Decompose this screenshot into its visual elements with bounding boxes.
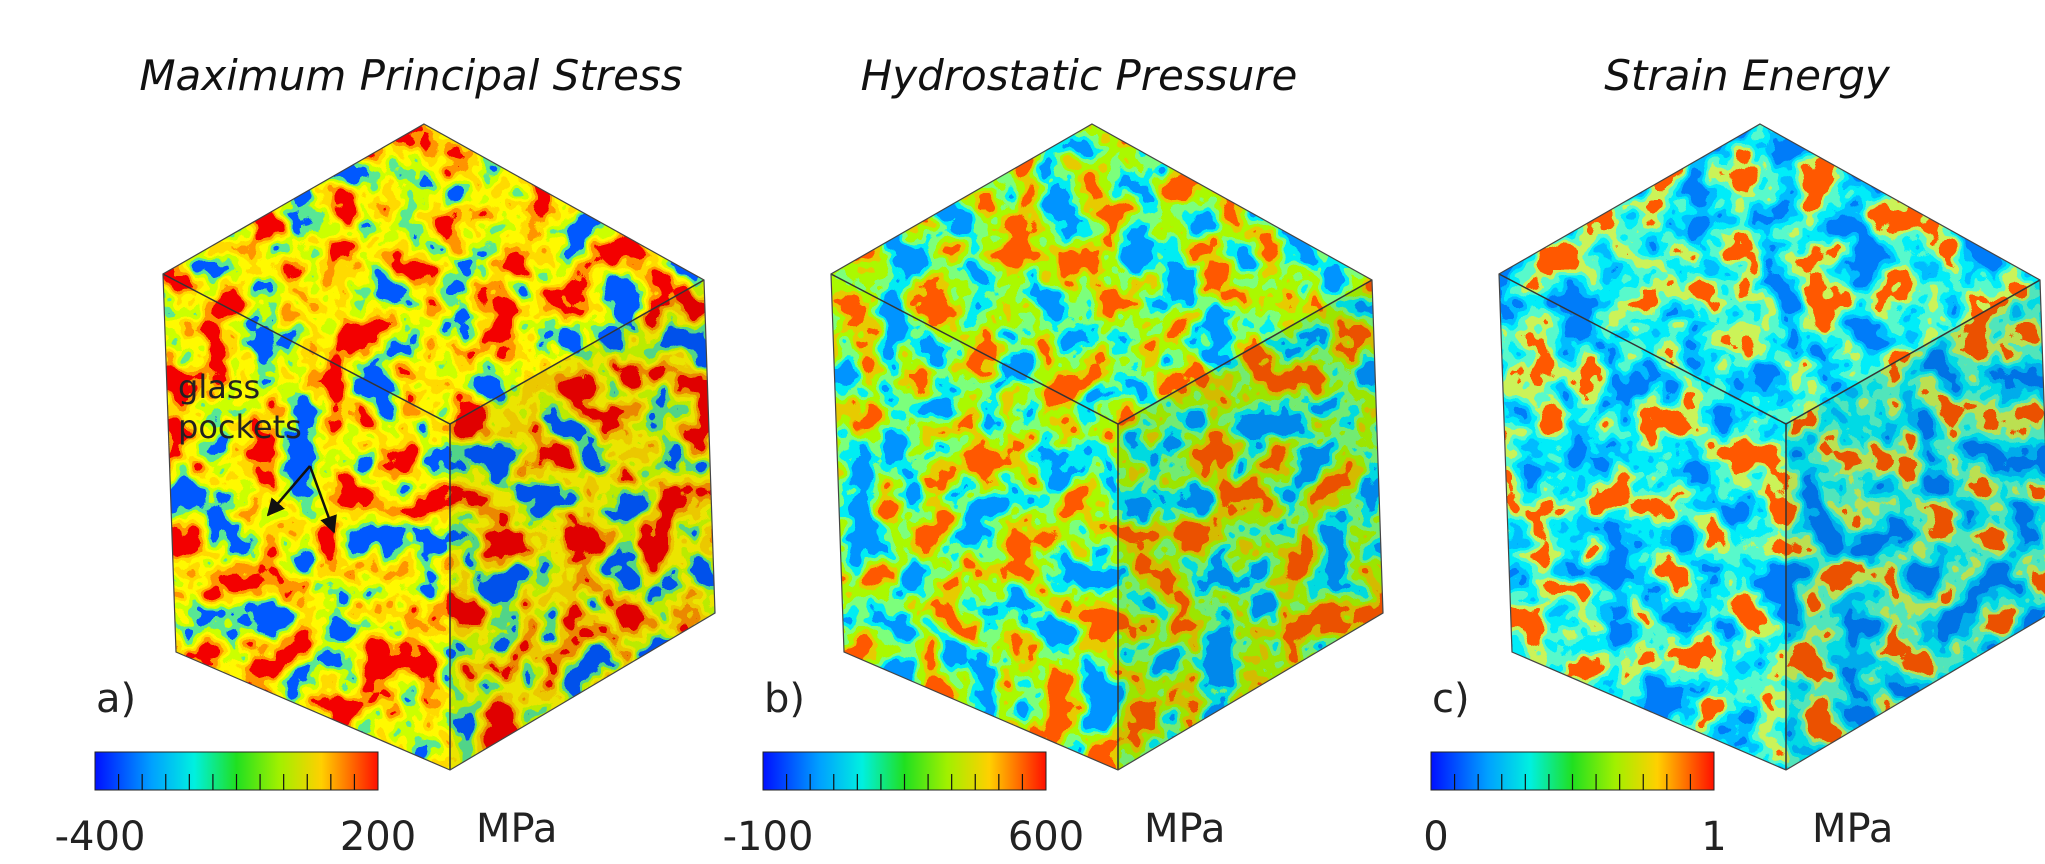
panel-label: c) (1432, 676, 1470, 722)
colorbar-unit: MPa (1144, 806, 1225, 852)
colorbar-min: -400 (55, 814, 146, 860)
figure: Maximum Principal Stress a) -400 200 MPa glas… (0, 0, 2045, 864)
colorbar-max: 1 (1701, 814, 1726, 860)
panel-title: Maximum Principal Stress (139, 51, 682, 100)
annotation: pockets (178, 408, 302, 446)
cube (1486, 110, 2045, 790)
colorbar-unit: MPa (476, 806, 557, 852)
panel-label: b) (764, 676, 805, 722)
annotation: glass (178, 368, 260, 406)
panel-label: a) (96, 676, 136, 722)
colorbar-max: 200 (340, 814, 416, 860)
colorbar-min: 0 (1423, 814, 1448, 860)
panel-title: Hydrostatic Pressure (861, 51, 1298, 100)
colorbar-max: 600 (1008, 814, 1084, 860)
cube (150, 110, 730, 790)
cube (818, 110, 1398, 790)
panel-title: Strain Energy (1604, 51, 1891, 100)
colorbar-min: -100 (723, 814, 814, 860)
colorbar-unit: MPa (1812, 806, 1893, 852)
